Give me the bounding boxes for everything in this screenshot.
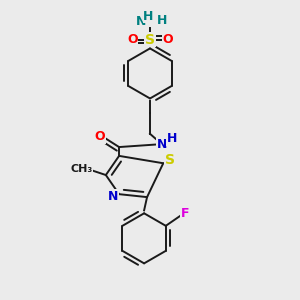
Text: F: F (181, 207, 190, 220)
Text: N: N (157, 138, 167, 151)
Text: S: S (145, 33, 155, 46)
Text: O: O (127, 33, 138, 46)
Text: H: H (157, 14, 167, 27)
Text: O: O (94, 130, 105, 143)
Text: H: H (143, 10, 154, 22)
Text: N: N (107, 190, 118, 203)
Text: CH₃: CH₃ (70, 164, 93, 174)
Text: H: H (167, 132, 177, 145)
Text: N: N (136, 15, 146, 28)
Text: O: O (162, 33, 173, 46)
Text: S: S (165, 153, 175, 167)
